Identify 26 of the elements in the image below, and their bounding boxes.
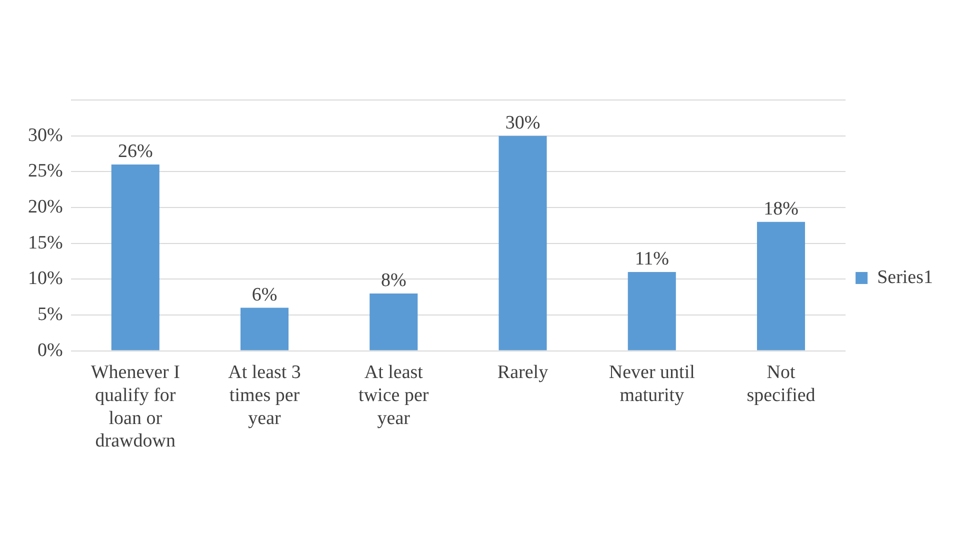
y-tick-label: 25% [28,160,63,182]
data-label: 18% [764,198,799,220]
bar [756,222,806,350]
y-tick-label: 30% [28,124,63,146]
data-label: 6% [252,284,278,306]
x-tick-label: Whenever I qualify for loan or drawdown [90,362,180,452]
y-tick-label: 15% [28,232,63,254]
data-label: 8% [380,270,406,291]
bar [111,164,160,350]
y-tick-label: 0% [38,340,63,361]
x-tick-label: At least twice per year [358,362,430,429]
x-tick-label: Rarely [497,362,549,384]
data-label: 30% [505,112,540,134]
y-tick-label: 20% [28,196,63,218]
data-label: 26% [118,140,153,162]
x-tick-label: At least 3 times per year [228,362,301,429]
legend-label: Series1 [877,266,934,288]
bar [498,136,547,350]
bar [240,308,289,350]
bar [370,293,418,350]
y-tick-label: 5% [38,304,63,325]
x-tick-label: Not specified [746,362,816,406]
y-tick-label: 10% [28,268,63,290]
x-tick-label: Never until maturity [608,362,695,406]
bar [628,272,676,350]
data-label: 11% [634,248,670,270]
